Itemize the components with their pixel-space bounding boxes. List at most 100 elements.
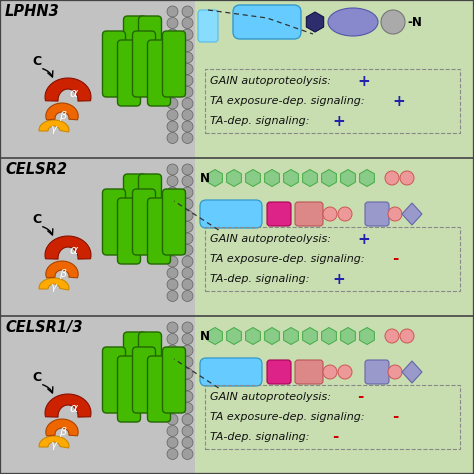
FancyBboxPatch shape <box>147 198 171 264</box>
Circle shape <box>182 356 193 367</box>
Circle shape <box>381 10 405 34</box>
Circle shape <box>182 109 193 120</box>
Circle shape <box>182 437 193 448</box>
Text: $\alpha$: $\alpha$ <box>69 86 79 100</box>
Circle shape <box>182 175 193 186</box>
Circle shape <box>338 365 352 379</box>
Text: TA exposure-dep. signaling:: TA exposure-dep. signaling: <box>210 412 368 422</box>
Polygon shape <box>46 261 78 278</box>
Circle shape <box>167 368 178 379</box>
FancyBboxPatch shape <box>118 198 140 264</box>
FancyBboxPatch shape <box>365 202 389 226</box>
Circle shape <box>182 291 193 301</box>
Circle shape <box>182 86 193 98</box>
Text: C: C <box>32 213 41 226</box>
Circle shape <box>385 329 399 343</box>
FancyArrowPatch shape <box>43 69 53 77</box>
FancyArrowPatch shape <box>43 385 53 393</box>
Circle shape <box>167 245 178 255</box>
Polygon shape <box>264 170 279 186</box>
FancyBboxPatch shape <box>163 189 185 255</box>
Circle shape <box>167 267 178 279</box>
FancyBboxPatch shape <box>200 358 262 386</box>
Circle shape <box>182 187 193 198</box>
Circle shape <box>167 256 178 267</box>
Circle shape <box>182 345 193 356</box>
Circle shape <box>182 380 193 391</box>
Circle shape <box>167 164 178 175</box>
Circle shape <box>167 345 178 356</box>
Text: $\alpha$: $\alpha$ <box>69 245 79 257</box>
Circle shape <box>167 86 178 98</box>
Text: -N: -N <box>407 16 422 28</box>
FancyBboxPatch shape <box>133 347 155 413</box>
Text: $\gamma$: $\gamma$ <box>50 124 58 136</box>
Circle shape <box>167 233 178 244</box>
FancyBboxPatch shape <box>198 10 218 42</box>
Circle shape <box>400 171 414 185</box>
Polygon shape <box>208 328 222 345</box>
Circle shape <box>182 6 193 17</box>
Polygon shape <box>45 78 91 101</box>
FancyBboxPatch shape <box>102 189 126 255</box>
Circle shape <box>182 64 193 74</box>
FancyBboxPatch shape <box>133 189 155 255</box>
FancyBboxPatch shape <box>138 332 162 398</box>
Text: TA-dep. signaling:: TA-dep. signaling: <box>210 432 313 442</box>
Circle shape <box>167 448 178 459</box>
Text: $\gamma$: $\gamma$ <box>50 282 58 294</box>
Polygon shape <box>306 12 324 32</box>
Text: C: C <box>32 55 41 68</box>
Circle shape <box>182 267 193 279</box>
Polygon shape <box>322 170 337 186</box>
Circle shape <box>182 391 193 402</box>
Text: -: - <box>332 429 338 445</box>
Circle shape <box>167 322 178 333</box>
Circle shape <box>167 334 178 345</box>
Bar <box>195 316 474 474</box>
FancyBboxPatch shape <box>124 174 146 240</box>
Circle shape <box>167 64 178 74</box>
Polygon shape <box>46 103 78 120</box>
Circle shape <box>167 210 178 221</box>
Circle shape <box>167 437 178 448</box>
Bar <box>195 0 474 158</box>
Circle shape <box>182 133 193 144</box>
Circle shape <box>182 368 193 379</box>
FancyBboxPatch shape <box>163 347 185 413</box>
Polygon shape <box>246 170 260 186</box>
FancyBboxPatch shape <box>147 40 171 106</box>
Circle shape <box>182 334 193 345</box>
Polygon shape <box>302 328 318 345</box>
Text: GAIN autoproteolysis:: GAIN autoproteolysis: <box>210 76 335 86</box>
Circle shape <box>182 40 193 52</box>
Text: $\gamma$: $\gamma$ <box>50 440 58 452</box>
Circle shape <box>182 245 193 255</box>
Text: TA exposure-dep. signaling:: TA exposure-dep. signaling: <box>210 96 368 106</box>
Text: $\alpha$: $\alpha$ <box>69 402 79 416</box>
Circle shape <box>167 133 178 144</box>
Polygon shape <box>360 170 374 186</box>
Circle shape <box>385 171 399 185</box>
FancyBboxPatch shape <box>133 31 155 97</box>
Circle shape <box>167 18 178 28</box>
Circle shape <box>182 52 193 63</box>
Circle shape <box>182 256 193 267</box>
Circle shape <box>182 199 193 210</box>
Polygon shape <box>39 436 69 448</box>
Polygon shape <box>45 394 91 417</box>
Circle shape <box>182 121 193 132</box>
Polygon shape <box>283 328 298 345</box>
Circle shape <box>182 210 193 221</box>
Text: TA exposure-dep. signaling:: TA exposure-dep. signaling: <box>210 254 368 264</box>
Circle shape <box>167 356 178 367</box>
Circle shape <box>182 426 193 437</box>
Circle shape <box>182 233 193 244</box>
FancyBboxPatch shape <box>147 356 171 422</box>
Text: N: N <box>200 172 210 184</box>
Circle shape <box>182 29 193 40</box>
Circle shape <box>167 109 178 120</box>
Circle shape <box>167 29 178 40</box>
Circle shape <box>167 121 178 132</box>
Polygon shape <box>264 328 279 345</box>
